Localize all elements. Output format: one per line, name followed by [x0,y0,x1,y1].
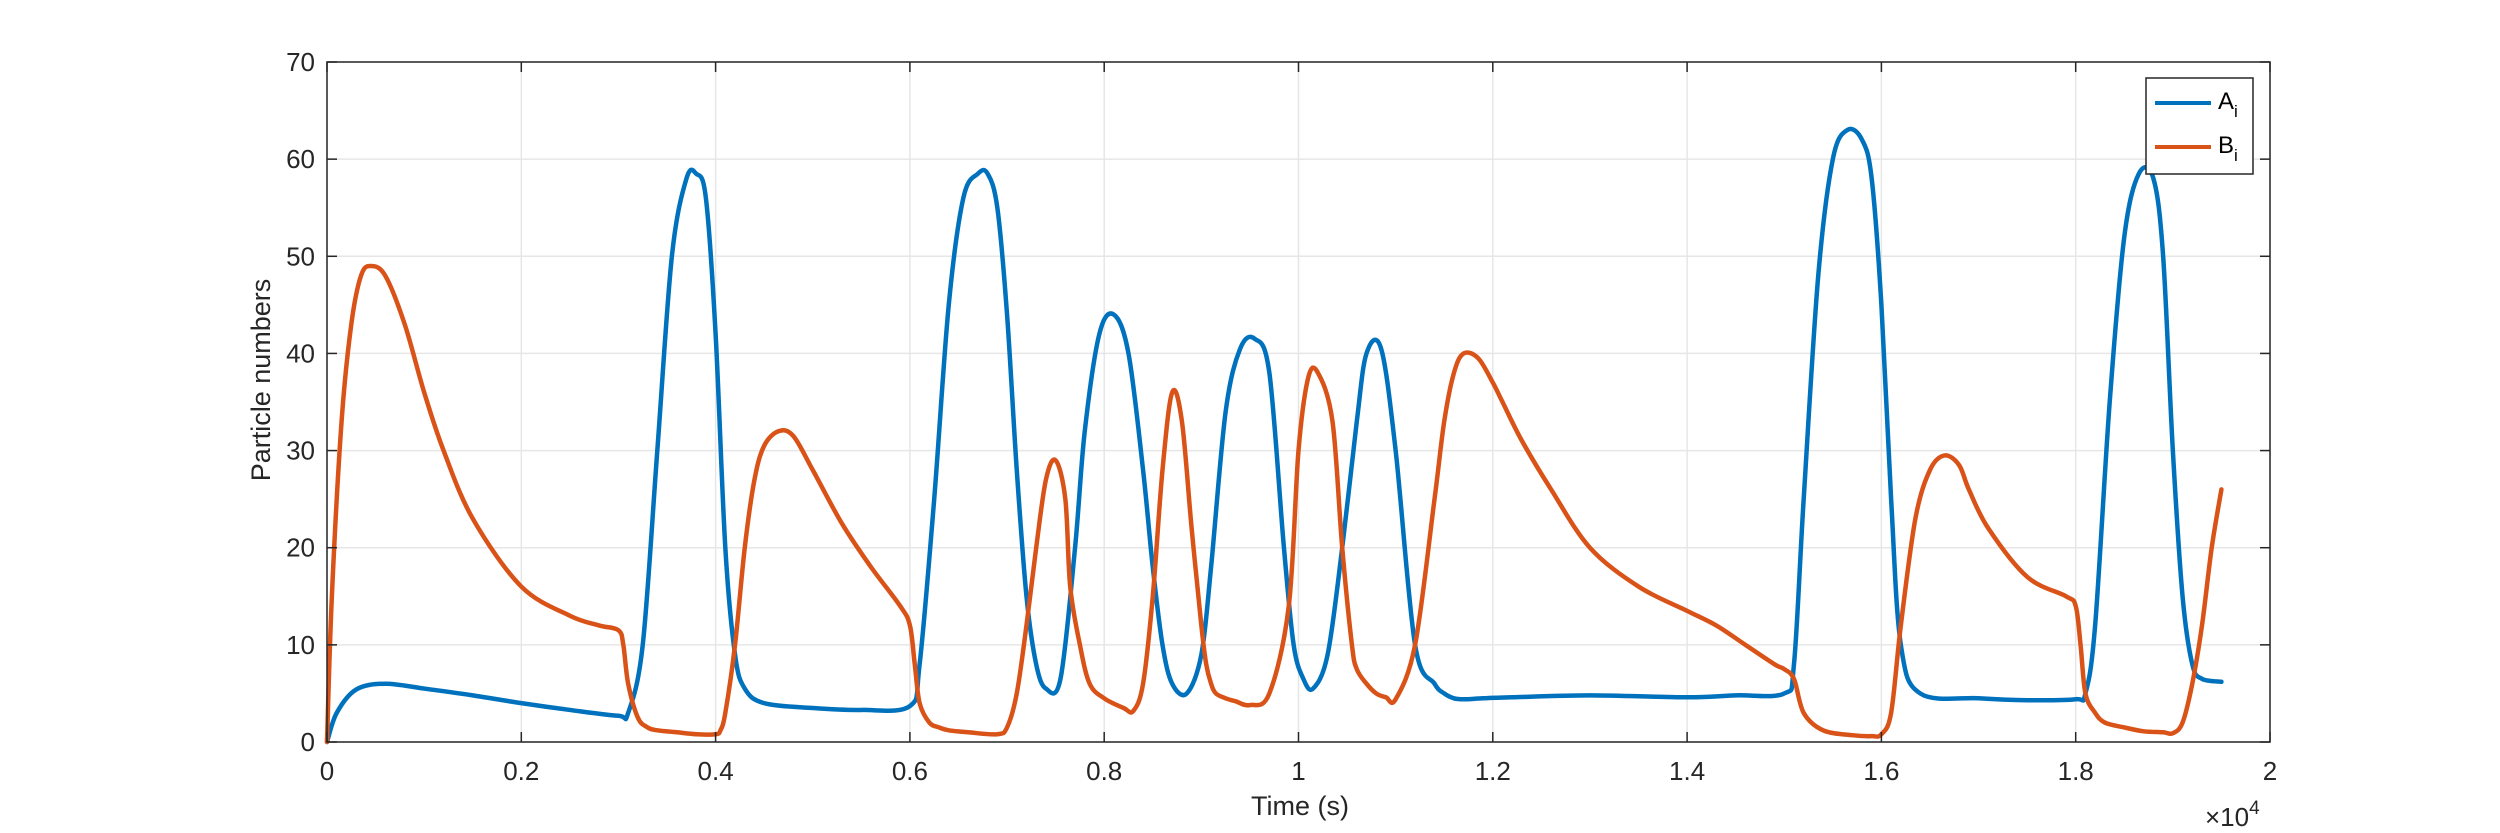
y-tick-label: 20 [286,533,315,563]
x-tick-label: 2 [2263,756,2277,786]
y-tick-label: 40 [286,338,315,368]
x-tick-label: 0.2 [503,756,539,786]
legend-label-b-name: B [2218,132,2234,159]
tick-marks [326,61,2271,743]
y-tick-label: 70 [286,47,315,77]
x-exponent-power: 4 [2249,798,2260,819]
x-tick-label: 0 [320,756,334,786]
x-exponent-base: ×10 [2205,802,2249,832]
x-tick-label: 0.6 [892,756,928,786]
y-tick-label: 0 [301,727,315,757]
series-layer [324,126,2224,745]
legend: Ai Bi [2145,77,2254,175]
legend-label-a-name: A [2218,88,2234,115]
y-tick-label: 60 [286,144,315,174]
x-tick-label: 1 [1291,756,1305,786]
x-tick-label: 1.8 [2058,756,2094,786]
x-tick-label: 1.4 [1669,756,1705,786]
legend-box [2145,77,2254,175]
legend-label-a: Ai [2218,88,2238,121]
legend-label-b: Bi [2218,132,2238,165]
x-exponent-label: ×104 [2205,798,2260,832]
tick-labels: 0 0.2 0.4 0.6 0.8 1 1.2 1.4 1.6 1.8 20102030405060… [286,47,2277,786]
y-tick-label: 50 [286,241,315,271]
x-axis-label: Time (s) [1251,791,1349,821]
series-line-b [324,263,2224,745]
legend-label-a-sub: i [2234,102,2238,121]
y-tick-label: 30 [286,436,315,466]
y-tick-label: 10 [286,630,315,660]
x-tick-label: 1.2 [1475,756,1511,786]
x-tick-label: 1.6 [1863,756,1899,786]
series-line-a [324,126,2224,745]
x-tick-label: 0.8 [1086,756,1122,786]
x-tick-label: 0.4 [698,756,734,786]
legend-label-b-sub: i [2234,146,2238,165]
y-axis-label: Particle numbers [246,279,276,482]
